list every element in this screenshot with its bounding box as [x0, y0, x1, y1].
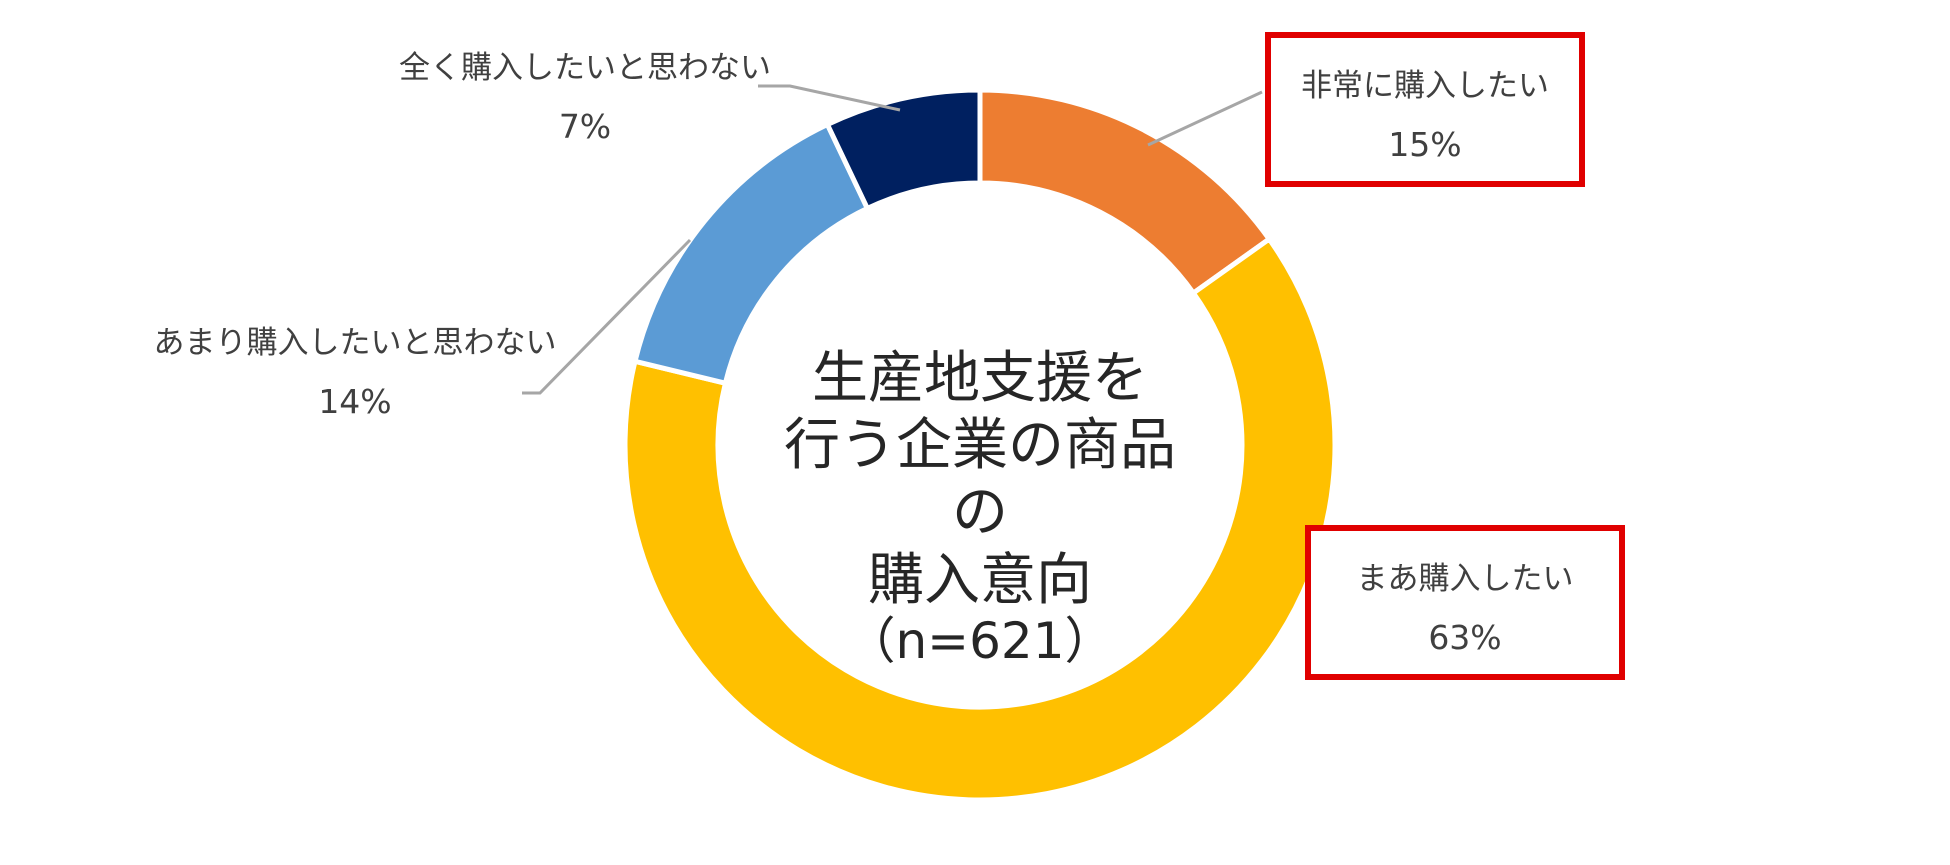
value-label: 7%	[558, 107, 612, 147]
slice-very-want	[977, 87, 1273, 297]
donut-slices	[622, 87, 1338, 803]
value-label: 15%	[1388, 125, 1462, 165]
label-not-at-all: 全く購入したいと思わない 7%	[375, 50, 795, 147]
label-not-much: あまり購入したいと思わない 14%	[125, 325, 585, 422]
category-label: 全く購入したいと思わない	[399, 50, 771, 86]
label-somewhat-want: まあ購入したい 63%	[1305, 525, 1625, 680]
sample-size: （n=621）	[845, 611, 1115, 670]
leader-not-much	[522, 238, 692, 395]
value-label: 14%	[318, 382, 392, 422]
slice-not-at-all	[824, 87, 983, 212]
chart-center-title: 生産地支援を 行う企業の商品の 購入意向 （n=621）	[760, 345, 1200, 669]
center-title-line: 購入意向	[868, 547, 1092, 613]
category-label: あまり購入したいと思わない	[153, 325, 557, 361]
value-label: 63%	[1428, 618, 1502, 658]
category-label: 非常に購入したい	[1301, 68, 1549, 104]
leader-lines	[522, 84, 1263, 395]
slice-somewhat-want	[622, 235, 1338, 803]
center-title-line: 行う企業の商品の	[784, 413, 1176, 546]
label-very-want: 非常に購入したい 15%	[1265, 32, 1585, 187]
category-label: まあ購入したい	[1356, 561, 1574, 597]
leader-not-at-all	[758, 84, 901, 112]
center-title-line: 生産地支援を	[812, 346, 1148, 411]
leader-very-want	[1147, 90, 1263, 147]
